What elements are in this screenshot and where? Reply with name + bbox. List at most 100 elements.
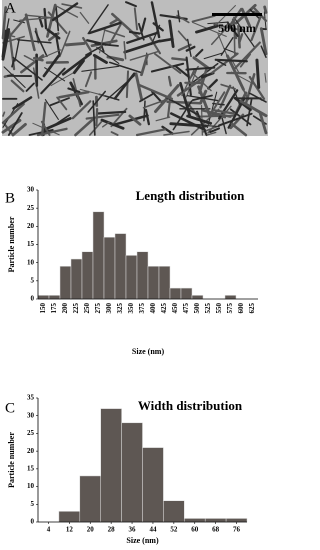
nanorod	[61, 52, 92, 76]
bar	[58, 511, 81, 523]
bar	[224, 295, 237, 300]
nanorod	[44, 99, 59, 121]
nanorod	[12, 96, 33, 110]
bar	[103, 236, 116, 300]
scale-bar	[212, 13, 262, 16]
nanorod	[211, 52, 239, 74]
nanorod	[217, 89, 239, 120]
nanorod	[50, 70, 77, 87]
nanorod	[220, 83, 236, 90]
nanorod	[148, 36, 162, 55]
nanorod	[218, 112, 253, 127]
nanorod	[212, 102, 225, 106]
nanorod	[220, 37, 234, 56]
bar	[79, 475, 101, 523]
nanorod	[111, 12, 141, 40]
bar	[70, 258, 83, 300]
micrograph	[1, 0, 268, 137]
y-tick-label: 30	[27, 411, 35, 419]
bar	[163, 500, 185, 523]
panel-label: C	[5, 400, 15, 416]
nanorod	[203, 52, 224, 60]
nanorod	[240, 7, 252, 28]
nanorod	[184, 123, 220, 128]
nanorod	[172, 100, 193, 131]
nanorod	[94, 42, 119, 47]
nanorod	[71, 100, 92, 120]
x-tick-label: 550	[215, 303, 223, 314]
x-axis-label: Size (nm)	[126, 536, 159, 545]
bar	[147, 266, 160, 300]
nanorod	[123, 41, 127, 60]
x-tick-label: 400	[149, 303, 157, 314]
y-tick-label: 15	[27, 464, 35, 472]
nanorod	[42, 116, 72, 131]
y-tick-label: 5	[31, 276, 35, 284]
bar	[191, 295, 204, 300]
y-tick-label: 20	[27, 447, 35, 455]
nanorod	[177, 30, 188, 42]
nanorod	[161, 125, 174, 135]
nanorod	[46, 28, 61, 40]
bar	[59, 266, 72, 300]
x-tick-label: 350	[127, 303, 135, 314]
nanorod	[64, 41, 86, 47]
nanorod	[51, 2, 79, 22]
nanorod	[25, 82, 35, 92]
x-tick-label: 600	[237, 303, 245, 314]
x-tick-label: 150	[39, 303, 47, 314]
nanorod	[103, 29, 126, 38]
nanorod	[217, 60, 227, 66]
nanorod	[134, 72, 144, 102]
x-tick-label: 250	[83, 303, 91, 314]
nanorod	[185, 45, 196, 52]
nanorod	[150, 62, 185, 73]
nanorod	[10, 79, 25, 93]
y-tick-label: 20	[27, 222, 35, 230]
x-tick-label: 36	[129, 526, 137, 534]
nanorod	[82, 36, 92, 52]
nanorod	[84, 71, 93, 88]
nanorod	[59, 30, 71, 58]
nanorod	[3, 18, 10, 45]
nanorod	[113, 72, 136, 100]
x-tick-label: 300	[105, 303, 113, 314]
nanorod	[186, 38, 192, 58]
nanorod	[219, 84, 232, 109]
bar	[184, 518, 206, 523]
x-tick-label: 425	[160, 303, 168, 314]
nanorod	[3, 66, 26, 89]
y-axis-label: Particle number	[7, 216, 16, 272]
nanorod	[1, 102, 25, 124]
nanorod	[212, 109, 237, 115]
nanorod	[186, 94, 220, 102]
y-tick-label: 5	[31, 500, 35, 508]
nanorod	[263, 5, 268, 14]
nanorod	[207, 105, 232, 134]
x-tick-label: 28	[108, 526, 116, 534]
nanorod	[123, 39, 162, 54]
scale-bar-label: 500 nm	[218, 21, 256, 35]
nanorod	[98, 28, 106, 54]
nanorod	[32, 56, 44, 62]
nanorod	[7, 112, 23, 136]
nanorod	[56, 96, 68, 111]
bar	[142, 447, 164, 523]
bar	[37, 295, 50, 300]
nanorod	[96, 110, 127, 115]
nanorod	[89, 120, 103, 136]
nanorod	[171, 57, 187, 62]
x-tick-label: 500	[193, 303, 201, 314]
nanorod	[40, 67, 66, 95]
nanorod	[158, 37, 174, 43]
x-tick-label: 475	[182, 303, 190, 314]
nanorod	[177, 10, 181, 23]
nanorod	[154, 52, 182, 75]
bar	[169, 287, 182, 300]
y-tick-label: 25	[27, 429, 35, 437]
nanorod	[24, 14, 52, 19]
nanorod	[195, 110, 208, 137]
x-tick-label: 375	[138, 303, 146, 314]
nanorod	[142, 98, 169, 109]
x-tick-label: 450	[171, 303, 179, 314]
